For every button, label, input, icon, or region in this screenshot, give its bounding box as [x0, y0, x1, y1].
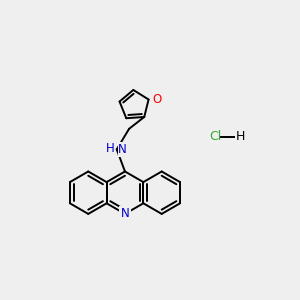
- Text: H: H: [106, 142, 114, 155]
- Text: Cl: Cl: [209, 130, 221, 143]
- Text: H: H: [236, 130, 245, 143]
- Text: O: O: [152, 93, 161, 106]
- Text: N: N: [118, 143, 127, 156]
- Text: N: N: [121, 207, 129, 220]
